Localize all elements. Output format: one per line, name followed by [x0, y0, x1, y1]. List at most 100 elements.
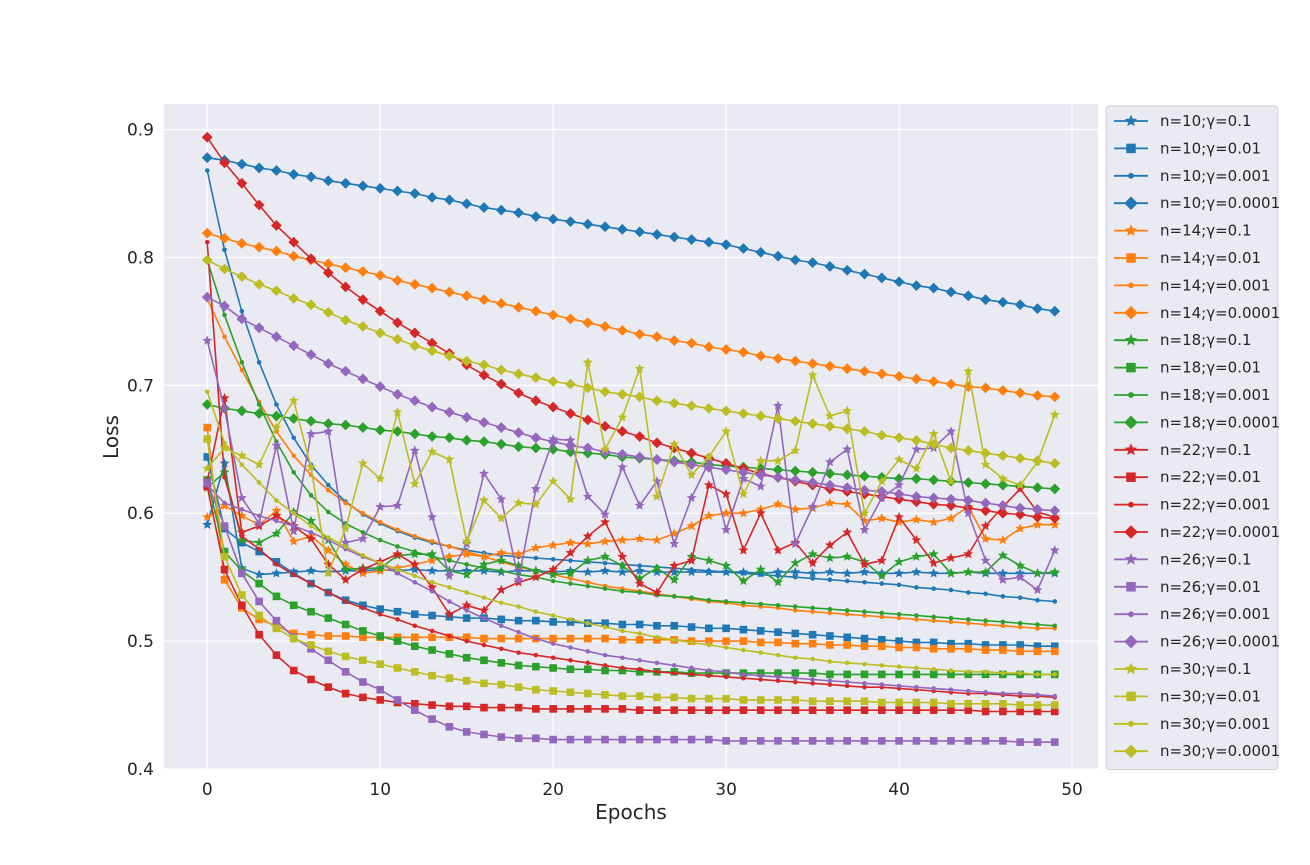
- data-point: [758, 677, 764, 682]
- data-point: [340, 365, 352, 377]
- data-point: [447, 544, 452, 549]
- data-point: [876, 476, 887, 486]
- data-point: [568, 657, 573, 663]
- data-point: [895, 698, 903, 707]
- data-point: [307, 675, 315, 684]
- data-point: [738, 545, 749, 555]
- data-point: [409, 445, 420, 455]
- data-point: [928, 428, 939, 439]
- data-point: [203, 435, 212, 443]
- legend-item: n=18;γ=0.1: [1114, 331, 1252, 349]
- series: [201, 152, 1061, 317]
- data-point: [879, 614, 885, 620]
- data-point: [340, 564, 351, 574]
- data-point: [686, 459, 697, 471]
- data-point: [341, 632, 350, 640]
- data-point: [445, 702, 454, 711]
- data-point: [634, 578, 645, 588]
- data-point: [532, 685, 540, 694]
- data-point: [912, 638, 921, 647]
- data-point: [827, 610, 833, 616]
- data-point: [374, 305, 386, 317]
- data-point: [478, 417, 490, 428]
- data-point: [859, 268, 870, 280]
- data-point: [810, 681, 815, 686]
- data-point: [755, 350, 767, 362]
- data-point: [896, 611, 902, 617]
- data-point: [253, 199, 265, 211]
- data-point: [443, 432, 455, 444]
- data-point: [929, 644, 938, 653]
- data-point: [1049, 519, 1060, 529]
- legend-marker: [1126, 253, 1136, 263]
- data-point: [1050, 707, 1059, 716]
- data-point: [962, 477, 974, 488]
- legend-label: n=30;γ=0.01: [1160, 687, 1261, 705]
- data-point: [791, 629, 800, 638]
- data-point: [566, 634, 575, 643]
- data-point: [222, 334, 227, 340]
- data-point: [565, 568, 576, 578]
- data-point: [807, 568, 818, 578]
- data-point: [963, 566, 974, 577]
- data-point: [1015, 523, 1026, 533]
- data-point: [895, 706, 903, 714]
- data-point: [705, 694, 713, 703]
- data-point: [651, 331, 663, 343]
- data-point: [808, 697, 817, 706]
- data-point: [447, 558, 452, 563]
- data-point: [1049, 409, 1060, 419]
- data-point: [859, 365, 870, 377]
- data-point: [222, 440, 227, 446]
- data-point: [789, 254, 801, 266]
- data-point: [601, 619, 609, 628]
- data-point: [204, 168, 210, 173]
- data-point: [358, 533, 368, 543]
- data-point: [395, 544, 400, 549]
- data-point: [772, 353, 784, 364]
- data-point: [601, 666, 609, 675]
- data-point: [409, 395, 421, 407]
- data-point: [981, 641, 990, 649]
- data-point: [357, 321, 369, 332]
- data-point: [774, 628, 782, 636]
- legend-label: n=10;γ=0.1: [1160, 112, 1252, 130]
- legend-item: n=22;γ=0.0001: [1114, 523, 1280, 541]
- data-point: [322, 358, 334, 370]
- data-point: [1015, 560, 1026, 570]
- data-point: [601, 705, 609, 713]
- data-point: [686, 447, 697, 459]
- data-point: [1050, 642, 1059, 651]
- data-point: [965, 620, 971, 626]
- data-point: [668, 397, 680, 409]
- legend-marker: [1124, 662, 1138, 675]
- data-point: [497, 615, 506, 624]
- data-point: [999, 646, 1007, 654]
- data-point: [447, 599, 452, 604]
- data-point: [239, 533, 245, 539]
- data-point: [602, 663, 608, 668]
- data-point: [686, 337, 697, 349]
- data-point: [793, 604, 798, 609]
- legend-item: n=26;γ=0.0001: [1114, 633, 1280, 651]
- data-point: [669, 538, 680, 549]
- data-point: [634, 451, 646, 463]
- data-point: [478, 202, 490, 213]
- data-point: [600, 536, 610, 546]
- data-point: [758, 650, 764, 655]
- data-point: [983, 669, 988, 675]
- data-point: [271, 285, 282, 297]
- data-point: [686, 469, 697, 480]
- data-point: [254, 459, 265, 469]
- x-axis-ticks: 0 10 20 30 40 50: [202, 780, 1083, 800]
- data-point: [945, 442, 957, 454]
- data-point: [322, 267, 334, 279]
- data-point: [789, 465, 801, 477]
- data-point: [844, 611, 850, 617]
- data-point: [722, 737, 730, 745]
- data-point: [326, 535, 331, 540]
- legend-item: n=30;γ=0.0001: [1114, 742, 1280, 760]
- data-point: [860, 697, 869, 706]
- data-point: [723, 674, 729, 680]
